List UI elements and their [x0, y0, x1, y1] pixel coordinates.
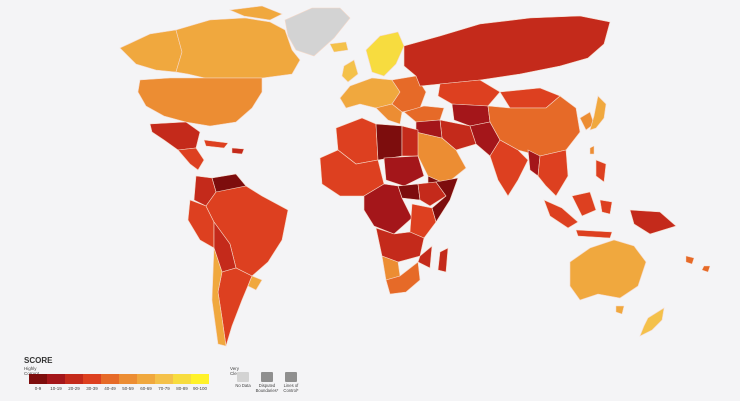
asia [403, 15, 677, 239]
legend-tick-4: 40-49 [104, 386, 116, 391]
lines-of-control-swatch [285, 372, 297, 382]
madagascar [437, 247, 449, 273]
legend-tick-labels: 0-9 10-19 20-29 30-39 40-49 50-59 60-69 70-79 80… [29, 386, 209, 391]
brazil [205, 185, 289, 277]
legend-swatch-9 [191, 374, 209, 384]
uk-ireland [341, 59, 359, 83]
oceania [569, 239, 711, 337]
no-data-swatch [237, 372, 249, 382]
scandinavia [365, 31, 405, 77]
legend-low-label: Highly Corrupt [24, 366, 39, 376]
hispaniola [231, 147, 245, 155]
no-data-label: No Data [235, 383, 251, 388]
map-legend: SCORE Highly Corrupt Very Clean 0-9 10-19… [24, 356, 324, 400]
legend-high-label: Very Clean [230, 366, 242, 376]
legend-swatch-4 [101, 374, 119, 384]
central-america [177, 147, 205, 171]
legend-tick-7: 70-79 [158, 386, 170, 391]
canada [175, 17, 301, 79]
legend-no-data: No Data [230, 372, 256, 389]
pacific-islands [685, 255, 711, 273]
legend-tick-9: 90-100 [192, 386, 207, 391]
legend-lines-of-control: Lines of Control* [278, 372, 304, 393]
north-america [119, 5, 301, 171]
levant-iraq [415, 119, 443, 139]
east-africa [409, 203, 437, 239]
legend-swatch-0 [29, 374, 47, 384]
south-africa [385, 261, 421, 295]
japan [589, 95, 607, 131]
iceland [329, 41, 349, 53]
legend-color-scale [29, 374, 209, 384]
sulawesi-islands [599, 199, 613, 215]
alaska [119, 29, 183, 73]
egypt [401, 125, 419, 157]
arabian-peninsula [415, 131, 467, 185]
legend-tick-1: 10-19 [50, 386, 62, 391]
turkey-caucasus [403, 105, 445, 123]
usa [137, 77, 263, 127]
disputed-boundaries-label: Disputed Boundaries* [255, 383, 279, 393]
central-asia [451, 103, 491, 127]
cuba [203, 139, 229, 149]
disputed-boundaries-swatch [261, 372, 273, 382]
western-europe [339, 77, 401, 109]
india [489, 139, 529, 197]
russia [403, 15, 611, 87]
chile [211, 247, 227, 347]
lines-of-control-label: Lines of Control* [283, 383, 299, 393]
java [575, 229, 613, 239]
tasmania [615, 305, 625, 315]
legend-swatch-6 [137, 374, 155, 384]
ethiopia [417, 181, 447, 207]
mexico [149, 121, 201, 151]
taiwan [589, 145, 595, 155]
legend-tick-5: 50-59 [122, 386, 134, 391]
borneo [571, 191, 597, 217]
africa [319, 117, 459, 295]
southeast-asia [537, 149, 569, 197]
legend-tick-6: 60-69 [140, 386, 152, 391]
philippines [595, 159, 607, 183]
legend-tick-2: 20-29 [68, 386, 80, 391]
libya [375, 123, 403, 161]
indonesia-west [543, 199, 579, 229]
legend-swatch-1 [47, 374, 65, 384]
legend-swatch-5 [119, 374, 137, 384]
legend-disputed: Disputed Boundaries* [254, 372, 280, 393]
kazakhstan [437, 79, 501, 107]
china [487, 95, 581, 157]
uruguay [247, 275, 263, 291]
canadian-islands [228, 5, 283, 21]
new-zealand [639, 307, 665, 337]
europe [339, 31, 427, 125]
australia [569, 239, 647, 301]
legend-tick-0: 0-9 [34, 386, 42, 391]
legend-swatch-2 [65, 374, 83, 384]
new-guinea [629, 209, 677, 235]
italy-balkans [375, 103, 403, 125]
legend-title: SCORE [24, 356, 53, 365]
legend-swatch-7 [155, 374, 173, 384]
greenland [284, 7, 351, 57]
sudan [383, 155, 425, 187]
legend-swatch-3 [83, 374, 101, 384]
mozambique [417, 245, 433, 269]
legend-swatch-8 [173, 374, 191, 384]
legend-tick-3: 30-39 [86, 386, 98, 391]
south-america [187, 173, 289, 347]
legend-tick-8: 80-89 [176, 386, 188, 391]
